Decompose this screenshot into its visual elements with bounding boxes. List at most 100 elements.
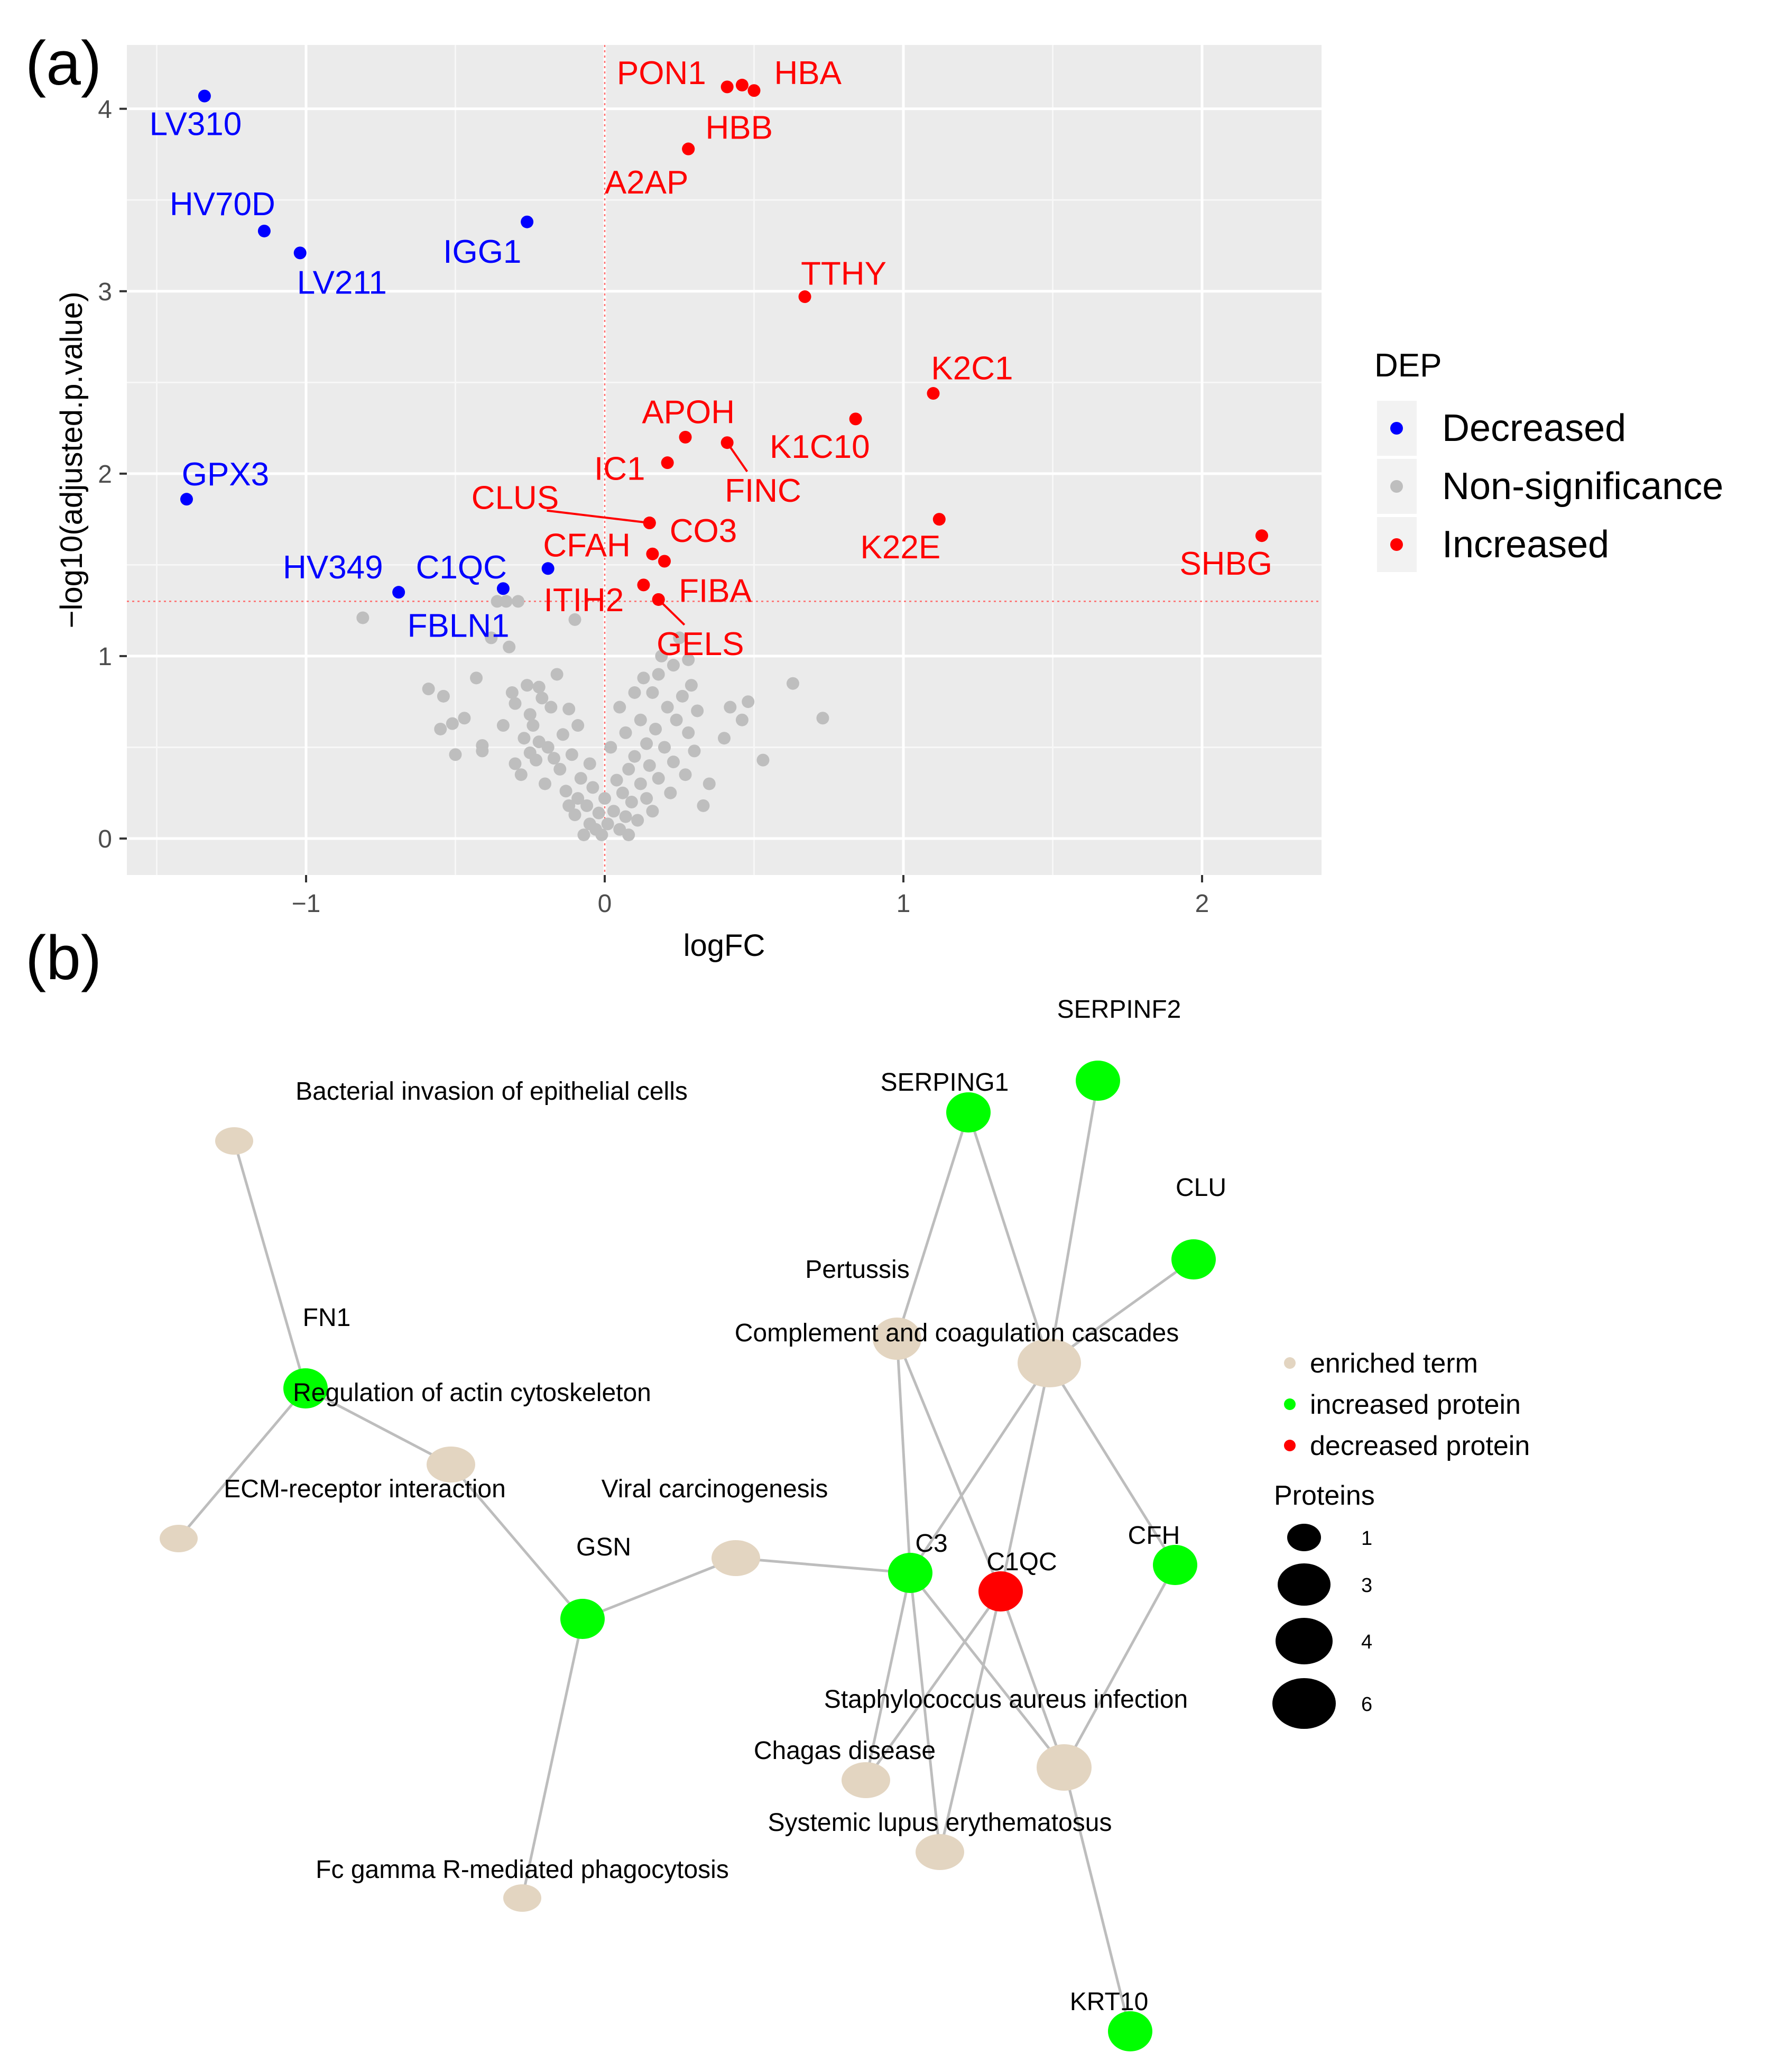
- network-edge: [304, 1387, 452, 1466]
- data-point: [718, 732, 731, 745]
- network-edge: [450, 1463, 584, 1620]
- data-point: [747, 84, 761, 97]
- y-tick-label: 1: [98, 643, 112, 671]
- point-label: GPX3: [182, 456, 269, 493]
- network-node-serping1: [946, 1092, 991, 1132]
- network-edge: [735, 1557, 911, 1574]
- network-edge: [909, 1572, 941, 1853]
- dep-legend: DEP Decreased Non-significance Increased: [1374, 347, 1723, 572]
- network-node-label: C3: [915, 1530, 947, 1558]
- data-point: [622, 828, 635, 842]
- size-legend-label: 1: [1361, 1527, 1372, 1550]
- data-point: [458, 712, 471, 725]
- network-node-label: Pertussis: [805, 1256, 909, 1284]
- network-node-label: CFH: [1128, 1522, 1180, 1550]
- size-legend-circle: [1278, 1563, 1331, 1606]
- data-point: [649, 722, 662, 735]
- legend-label: Decreased: [1442, 407, 1626, 449]
- network-node-sle: [916, 1834, 964, 1870]
- data-point: [523, 708, 537, 721]
- data-point: [622, 762, 635, 776]
- size-legend-label: 6: [1361, 1693, 1372, 1716]
- data-point: [932, 513, 946, 526]
- network-legend-dot: [1284, 1440, 1296, 1451]
- network-edge: [909, 1572, 1065, 1769]
- data-point: [786, 677, 799, 690]
- data-point: [356, 611, 369, 624]
- point-label: K2C1: [931, 351, 1013, 387]
- network-edge: [1063, 1564, 1177, 1769]
- network-node-label: ECM-receptor interaction: [224, 1475, 506, 1503]
- point-label: HV70D: [170, 186, 275, 223]
- network-edge: [1048, 1080, 1100, 1364]
- point-label: K1C10: [770, 429, 870, 465]
- network-edge: [895, 1338, 1002, 1592]
- data-point: [742, 695, 755, 708]
- network-edge: [864, 1572, 912, 1781]
- x-tick-label: 0: [598, 890, 612, 918]
- point-label: K22E: [861, 529, 941, 566]
- data-point: [652, 668, 665, 681]
- data-point: [574, 772, 587, 785]
- network-node-labels: Bacterial invasion of epithelial cells FN…: [224, 996, 1226, 2016]
- data-point: [257, 224, 271, 237]
- network-edges: [178, 1080, 1195, 2032]
- data-point: [604, 741, 617, 754]
- data-point: [607, 805, 620, 818]
- data-point: [559, 785, 572, 798]
- data-point: [562, 799, 576, 812]
- data-point: [530, 753, 543, 767]
- data-point: [512, 595, 525, 608]
- point-label: LV211: [297, 265, 387, 301]
- network-legend-label: enriched term: [1310, 1348, 1478, 1379]
- network-node-chagas: [842, 1762, 890, 1798]
- data-point: [682, 653, 695, 666]
- network-node-label: Complement and coagulation cascades: [735, 1319, 1179, 1347]
- size-legend-title: Proteins: [1274, 1480, 1375, 1511]
- label-leader-line: [547, 509, 650, 524]
- axes: −1 0 1 2 0 1 2 3 4: [98, 96, 1209, 918]
- network-edge: [895, 1338, 912, 1573]
- network-edge: [895, 1112, 970, 1339]
- data-point: [562, 703, 576, 715]
- network-edge: [582, 1557, 736, 1620]
- data-point: [670, 713, 683, 726]
- data-point: [1255, 529, 1268, 542]
- network-legend-dot: [1284, 1398, 1296, 1410]
- significant-points: [180, 78, 1268, 606]
- data-point: [598, 792, 611, 805]
- point-label: LV310: [150, 106, 242, 142]
- point-label: APOH: [642, 394, 735, 431]
- data-point: [646, 547, 659, 560]
- data-point: [756, 753, 770, 767]
- data-point: [816, 712, 829, 725]
- data-point: [849, 412, 862, 426]
- network-node-cfh: [1153, 1545, 1197, 1585]
- data-point: [646, 805, 659, 818]
- data-point: [586, 781, 599, 794]
- data-point: [613, 701, 626, 714]
- data-point: [720, 80, 734, 94]
- network-node-label: Fc gamma R-mediated phagocytosis: [316, 1856, 729, 1884]
- data-point: [640, 792, 653, 805]
- data-point: [518, 732, 531, 745]
- data-point: [628, 750, 641, 763]
- data-point: [470, 671, 483, 685]
- data-point: [676, 689, 689, 703]
- data-point: [509, 757, 522, 770]
- data-point: [496, 719, 510, 732]
- network-node-label: Staphylococcus aureus infection: [824, 1686, 1188, 1714]
- legend-dot: [1390, 538, 1403, 551]
- network-node-comp: [1018, 1339, 1081, 1387]
- data-point: [658, 741, 671, 754]
- point-label: PON1: [617, 55, 706, 91]
- data-point: [616, 786, 629, 799]
- network-node-clu: [1171, 1239, 1216, 1279]
- network-node-label: SERPING1: [881, 1069, 1009, 1097]
- network-node-fcg: [503, 1884, 541, 1912]
- y-tick-label: 3: [98, 278, 112, 306]
- data-point: [293, 246, 307, 260]
- point-label: HV349: [283, 549, 383, 586]
- data-point: [539, 777, 551, 790]
- data-point: [532, 680, 546, 694]
